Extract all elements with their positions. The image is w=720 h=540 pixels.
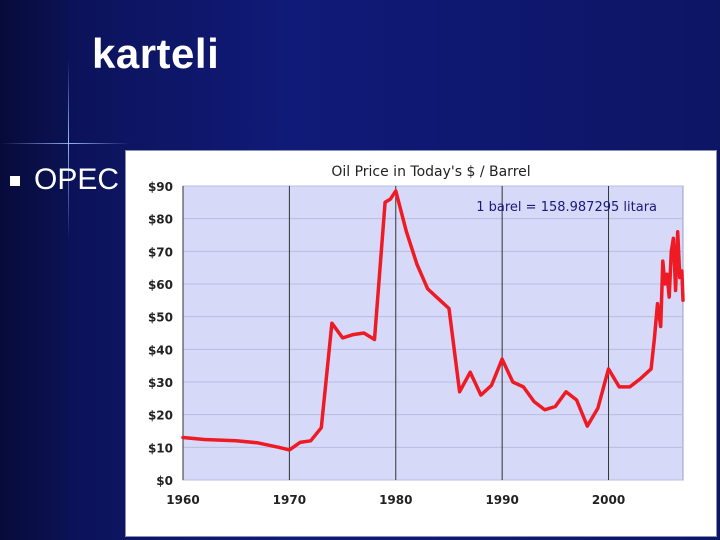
y-tick-label: $0 <box>156 474 173 488</box>
y-tick-label: $60 <box>148 278 173 292</box>
slide-title: karteli <box>92 30 220 77</box>
y-tick-label: $40 <box>148 343 173 357</box>
slide-left-band <box>0 0 68 540</box>
oil-price-chart: $0 $10 $20 $30 $40 $50 $60 $70 $80 $90 1960 1970 198… <box>148 164 685 507</box>
y-tick-label: $10 <box>148 441 173 455</box>
y-tick-label: $70 <box>148 245 173 259</box>
chart-title: Oil Price in Today's $ / Barrel <box>331 164 530 180</box>
x-tick-label: 1990 <box>485 493 518 507</box>
y-tick-label: $30 <box>148 376 173 390</box>
plot-area <box>182 185 684 481</box>
tick-labels: $0 $10 $20 $30 $40 $50 $60 $70 $80 $90 1960 1970 198… <box>148 180 625 507</box>
series-group <box>181 189 685 452</box>
x-tick-label: 1960 <box>166 493 199 507</box>
y-tick-label: $90 <box>148 180 173 194</box>
chart-frame: $0 $10 $20 $30 $40 $50 $60 $70 $80 $90 1960 1970 198… <box>125 150 717 537</box>
grid-lines <box>182 185 683 481</box>
y-tick-label: $50 <box>148 311 173 325</box>
oil-price-series-line <box>181 189 685 452</box>
chart-annotation: 1 barel = 158.987295 litara <box>476 200 657 215</box>
bullet-square-icon <box>10 176 20 186</box>
y-tick-label: $80 <box>148 213 173 227</box>
decorative-vertical-line <box>68 60 69 240</box>
x-tick-label: 1970 <box>273 493 306 507</box>
x-tick-label: 1980 <box>379 493 412 507</box>
y-tick-label: $20 <box>148 409 173 423</box>
x-tick-label: 2000 <box>592 493 625 507</box>
bullet-text: OPEC <box>34 163 120 196</box>
decorative-horizontal-line <box>0 143 130 144</box>
